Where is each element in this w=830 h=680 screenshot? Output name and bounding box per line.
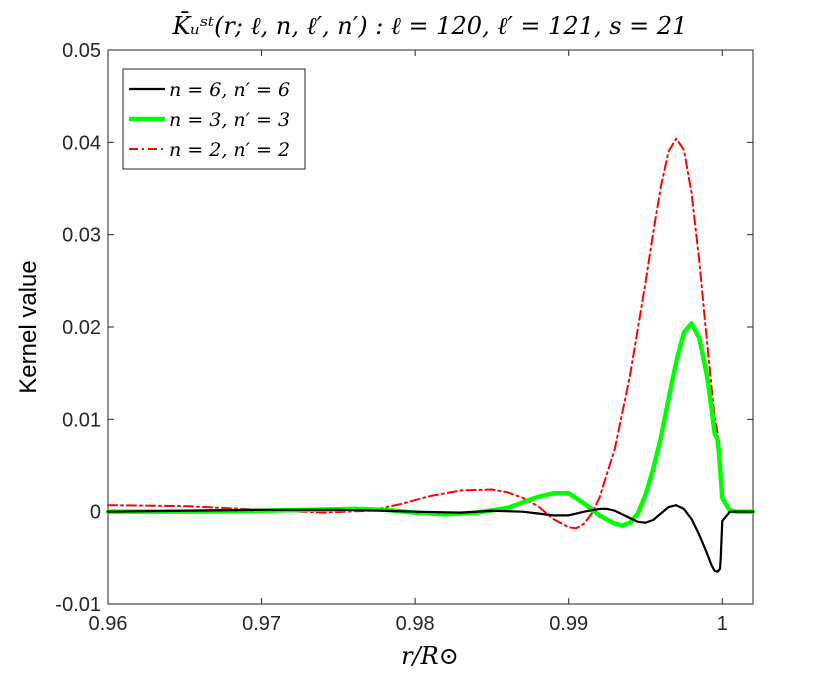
y-tick-label: -0.01 [55,594,101,616]
x-tick-label: 0.97 [242,613,281,635]
y-tick-label: 0.01 [62,409,101,431]
y-tick-label: 0 [90,502,101,524]
chart-title: K̄ᵤˢᵗ(r; ℓ, n, ℓ′, n′) : ℓ = 120, ℓ′ = 1… [172,12,688,40]
x-tick-label: 0.96 [89,613,128,635]
x-axis-label: r/R⊙ [401,642,459,670]
y-tick-label: 0.02 [62,317,101,339]
x-tick-label: 0.98 [396,613,435,635]
y-tick-label: 0.05 [62,40,101,62]
legend-label: n = 6, n′ = 6 [169,79,290,101]
tick-layer: 0.96 0.97 0.98 0.99 1 -0.01 0 0.01 0.02 0.03 0.04 0… [55,40,753,635]
series-line-1 [106,504,755,573]
series-layer [105,137,756,573]
y-tick-label: 0.04 [62,132,101,154]
series-line-3 [107,137,754,530]
x-tick-label: 0.99 [549,613,588,635]
legend: n = 6, n′ = 6 n = 3, n′ = 3 n = 2, n′ = 2 [122,68,306,170]
legend-label: n = 3, n′ = 3 [169,109,290,131]
y-tick-label: 0.03 [62,225,101,247]
legend-label: n = 2, n′ = 2 [169,139,290,161]
y-axis-label: Kernel value [15,260,42,393]
x-tick-label: 1 [717,613,728,635]
